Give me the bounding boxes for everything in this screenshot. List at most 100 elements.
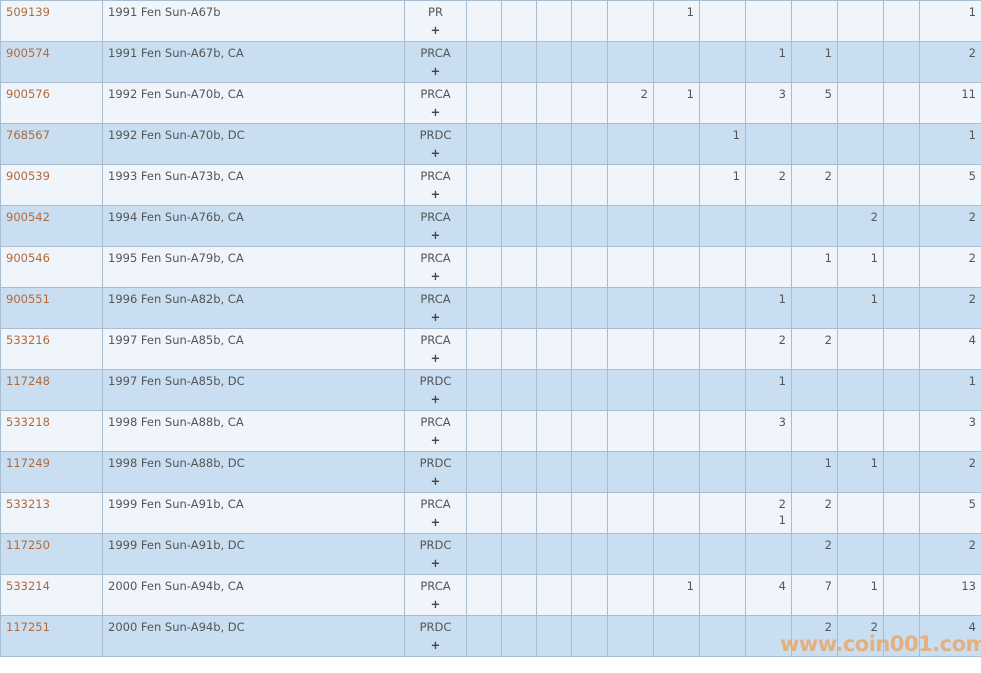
grade-count-cell: [501, 369, 537, 411]
grade-count-cell: 2: [745, 164, 792, 206]
expand-plus-icon[interactable]: +: [430, 23, 441, 37]
grade-count-cell: [536, 615, 572, 657]
grade-count-cell: [501, 533, 537, 575]
grade-count-cell: 1: [837, 574, 884, 616]
description-cell: 1997 Fen Sun-A85b, CA: [102, 328, 405, 370]
expand-plus-icon[interactable]: +: [430, 392, 441, 406]
grade-count-cell: [607, 369, 654, 411]
expand-plus-icon[interactable]: +: [430, 64, 441, 78]
grade-count-cell: [536, 287, 572, 329]
type-label: PRDC: [419, 374, 452, 388]
grade-count-cell: 2: [791, 328, 838, 370]
grade-count-cell: [653, 328, 700, 370]
type-label: PRDC: [419, 620, 452, 634]
coin-id-cell: 509139: [0, 0, 103, 42]
coin-id-link[interactable]: 900539: [6, 169, 50, 183]
grade-count-cell: [837, 0, 884, 42]
grade-count-cell: [883, 574, 920, 616]
grade-count-cell: [791, 287, 838, 329]
expand-plus-icon[interactable]: +: [430, 474, 441, 488]
grade-count-cell: [466, 287, 502, 329]
description-cell: 1998 Fen Sun-A88b, DC: [102, 451, 405, 493]
grade-count-cell: [699, 574, 746, 616]
coin-id-link[interactable]: 117248: [6, 374, 50, 388]
coin-id-link[interactable]: 533216: [6, 333, 50, 347]
grade-count-cell: [571, 287, 608, 329]
grade-count-cell: [607, 328, 654, 370]
type-label: PRDC: [419, 128, 452, 142]
expand-plus-icon[interactable]: +: [430, 187, 441, 201]
type-label: PRCA: [420, 415, 451, 429]
grade-count-cell: [653, 451, 700, 493]
description-cell: 1999 Fen Sun-A91b, CA: [102, 492, 405, 534]
coin-id-link[interactable]: 768567: [6, 128, 50, 142]
coin-id-link[interactable]: 117251: [6, 620, 50, 634]
grade-count-cell: [883, 123, 920, 165]
expand-plus-icon[interactable]: +: [430, 310, 441, 324]
grade-count-cell: [607, 287, 654, 329]
type-label: PRCA: [420, 46, 451, 60]
coin-id-cell: 900546: [0, 246, 103, 288]
grade-count-cell: [745, 123, 792, 165]
grade-count-cell: [466, 451, 502, 493]
coin-id-cell: 533213: [0, 492, 103, 534]
type-cell: PRCA +: [404, 246, 467, 288]
grade-count-cell: [883, 615, 920, 657]
expand-plus-icon[interactable]: +: [430, 269, 441, 283]
coin-id-link[interactable]: 117249: [6, 456, 50, 470]
grade-count-cell: [699, 492, 746, 534]
coin-id-link[interactable]: 533214: [6, 579, 50, 593]
coin-id-link[interactable]: 900574: [6, 46, 50, 60]
coin-id-link[interactable]: 900546: [6, 251, 50, 265]
coin-id-link[interactable]: 900551: [6, 292, 50, 306]
coin-id-link[interactable]: 509139: [6, 5, 50, 19]
total-cell: 1: [919, 123, 981, 165]
grade-count-cell: 1: [745, 287, 792, 329]
expand-plus-icon[interactable]: +: [430, 638, 441, 652]
type-label: PRCA: [420, 87, 451, 101]
type-cell: PRCA +: [404, 492, 467, 534]
coin-id-link[interactable]: 900576: [6, 87, 50, 101]
grade-count-cell: [466, 123, 502, 165]
coin-id-cell: 900574: [0, 41, 103, 83]
grade-count-cell: [699, 287, 746, 329]
grade-count-cell: [607, 574, 654, 616]
expand-plus-icon[interactable]: +: [430, 351, 441, 365]
grade-count-cell: [837, 328, 884, 370]
grade-count-cell: [466, 41, 502, 83]
grade-count-cell: [571, 451, 608, 493]
description-cell: 1997 Fen Sun-A85b, DC: [102, 369, 405, 411]
coin-id-cell: 117250: [0, 533, 103, 575]
grade-count-cell: 2: [791, 492, 838, 534]
grade-count-cell: [699, 533, 746, 575]
coin-id-link[interactable]: 533213: [6, 497, 50, 511]
coin-id-link[interactable]: 533218: [6, 415, 50, 429]
grade-count-cell: [699, 246, 746, 288]
grade-count-cell: [501, 451, 537, 493]
grade-count-cell: 2: [745, 328, 792, 370]
type-label: PRCA: [420, 292, 451, 306]
expand-plus-icon[interactable]: +: [430, 597, 441, 611]
expand-plus-icon[interactable]: +: [430, 556, 441, 570]
type-label: PRCA: [420, 497, 451, 511]
grade-count-cell: [501, 164, 537, 206]
grade-count-cell: [536, 41, 572, 83]
table-row: 533218 1998 Fen Sun-A88b, CA PRCA +3 3: [0, 410, 981, 452]
grade-count-cell: [653, 164, 700, 206]
expand-plus-icon[interactable]: +: [430, 228, 441, 242]
grade-count-cell: [699, 615, 746, 657]
coin-id-link[interactable]: 900542: [6, 210, 50, 224]
coin-id-cell: 900576: [0, 82, 103, 124]
table-row: 117251 2000 Fen Sun-A94b, DC PRDC +2 2 4: [0, 615, 981, 657]
grade-count-cell: [607, 41, 654, 83]
coin-id-link[interactable]: 117250: [6, 538, 50, 552]
total-cell: 5: [919, 164, 981, 206]
expand-plus-icon[interactable]: +: [430, 146, 441, 160]
grade-count-cell: 3: [745, 82, 792, 124]
expand-plus-icon[interactable]: +: [430, 105, 441, 119]
expand-plus-icon[interactable]: +: [430, 433, 441, 447]
expand-plus-icon[interactable]: +: [430, 515, 441, 529]
grade-count-cell: [653, 615, 700, 657]
grade-count-cell: [607, 533, 654, 575]
total-cell: 2: [919, 451, 981, 493]
